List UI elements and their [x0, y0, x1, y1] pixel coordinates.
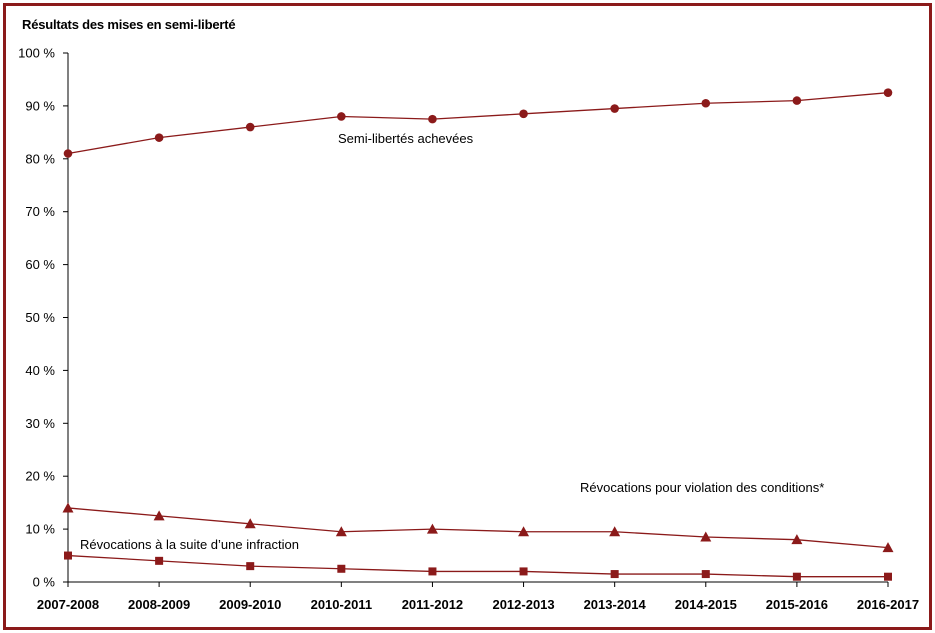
series-line-3: [67, 554, 888, 578]
point-circle: [63, 149, 73, 158]
point-circle: [519, 109, 528, 119]
x-tick-label: 2015-2016: [766, 597, 828, 612]
y-tick-label: 100 %: [18, 46, 55, 61]
x-tick-label: 2009-2010: [219, 597, 281, 612]
point-triangle: [153, 510, 165, 521]
point-triangle: [244, 518, 256, 529]
y-tick-label: 20 %: [25, 469, 55, 484]
series-label-3: Révocations à la suite d’une infraction: [80, 537, 299, 552]
x-tick-label: 2014-2015: [675, 597, 737, 612]
point-triangle: [62, 502, 74, 513]
point-circle: [701, 98, 711, 108]
y-tick-label: 50 %: [25, 310, 55, 325]
point-circle: [883, 88, 893, 97]
point-circle: [337, 112, 346, 121]
y-tick-label: 10 %: [25, 522, 55, 537]
chart-title: Résultats des mises en semi-liberté: [22, 17, 236, 32]
y-tick-label: 0 %: [33, 575, 56, 590]
point-triangle: [700, 531, 712, 542]
x-tick-label: 2011-2012: [402, 597, 463, 612]
series-line-1: [67, 92, 889, 155]
point-square: [246, 562, 255, 571]
series-label-2: Révocations pour violation des condition…: [580, 480, 824, 495]
point-circle: [154, 133, 164, 142]
y-tick-label: 70 %: [25, 204, 55, 219]
point-square: [519, 567, 528, 576]
series-lines: [67, 92, 889, 578]
point-square: [64, 551, 72, 560]
y-tick-label: 80 %: [25, 151, 55, 166]
point-triangle: [791, 534, 803, 545]
point-triangle: [335, 526, 347, 537]
y-tick-label: 40 %: [25, 363, 55, 378]
y-tick-label: 90 %: [25, 98, 55, 113]
y-tick-label: 60 %: [25, 257, 55, 272]
point-square: [337, 564, 346, 573]
point-square: [610, 570, 619, 579]
point-circle: [245, 122, 255, 132]
point-square: [701, 570, 710, 579]
x-tick-label: 2007-2008: [37, 597, 99, 612]
series-label-1: Semi-libertés achevées: [338, 131, 474, 146]
point-triangle: [609, 526, 621, 537]
x-tick-label: 2013-2014: [584, 597, 647, 612]
point-circle: [610, 104, 619, 113]
x-axis-ticks: 2007-2008 2008-2009 2009-2010 2010-2011 2011…: [37, 582, 919, 612]
point-circle: [792, 96, 802, 105]
y-axis-ticks: 0 % 10 % 20 % 30 % 40 % 50 % 60 % 70 % 80 % 90 % 1…: [18, 46, 68, 590]
x-tick-label: 2012-2013: [492, 597, 554, 612]
chart-frame: [3, 3, 932, 630]
x-tick-label: 2016-2017: [857, 597, 919, 612]
point-triangle: [426, 523, 438, 534]
point-square: [884, 572, 892, 581]
point-triangle: [518, 526, 530, 537]
point-square: [155, 556, 164, 565]
y-tick-label: 30 %: [25, 416, 55, 431]
point-circle: [428, 114, 437, 124]
series-line-2: [67, 507, 889, 549]
point-square: [428, 567, 437, 576]
axes: [67, 53, 888, 583]
x-tick-label: 2010-2011: [311, 597, 372, 612]
series-labels: Semi-libertés achevées Révocations pour v…: [80, 131, 824, 552]
series-markers: [62, 88, 894, 581]
point-triangle: [882, 542, 894, 553]
x-tick-label: 2008-2009: [128, 597, 190, 612]
point-square: [792, 572, 801, 581]
